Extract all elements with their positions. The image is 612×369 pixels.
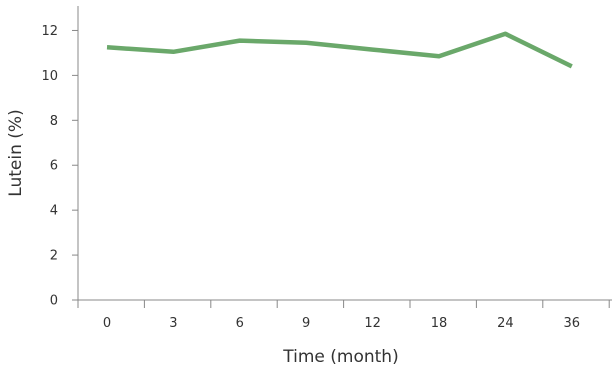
x-tick-label: 9 xyxy=(302,316,310,331)
series-layer xyxy=(106,31,573,69)
x-tick-label: 18 xyxy=(431,316,448,331)
x-tick-label: 0 xyxy=(103,316,111,331)
y-tick-label: 2 xyxy=(50,249,58,264)
y-tick-label: 4 xyxy=(50,204,58,219)
y-tick-label: 0 xyxy=(50,294,58,309)
series-line xyxy=(106,31,573,69)
y-tick-label: 10 xyxy=(41,69,58,84)
x-tick-label: 3 xyxy=(169,316,177,331)
x-tick-label: 12 xyxy=(364,316,381,331)
x-axis: 0 3 6 9 12 18 24 36 xyxy=(77,299,612,331)
x-tick-label: 6 xyxy=(236,316,244,331)
x-tick-label: 24 xyxy=(497,316,514,331)
y-axis-title: Lutein (%) xyxy=(6,109,26,196)
y-tick-label: 6 xyxy=(50,159,58,174)
y-tick-label: 8 xyxy=(50,114,58,129)
y-tick-label: 12 xyxy=(41,24,58,39)
x-axis-title: Time (month) xyxy=(282,347,398,367)
y-axis: 0 2 4 6 8 10 12 xyxy=(41,6,79,309)
x-tick-label: 36 xyxy=(564,316,581,331)
